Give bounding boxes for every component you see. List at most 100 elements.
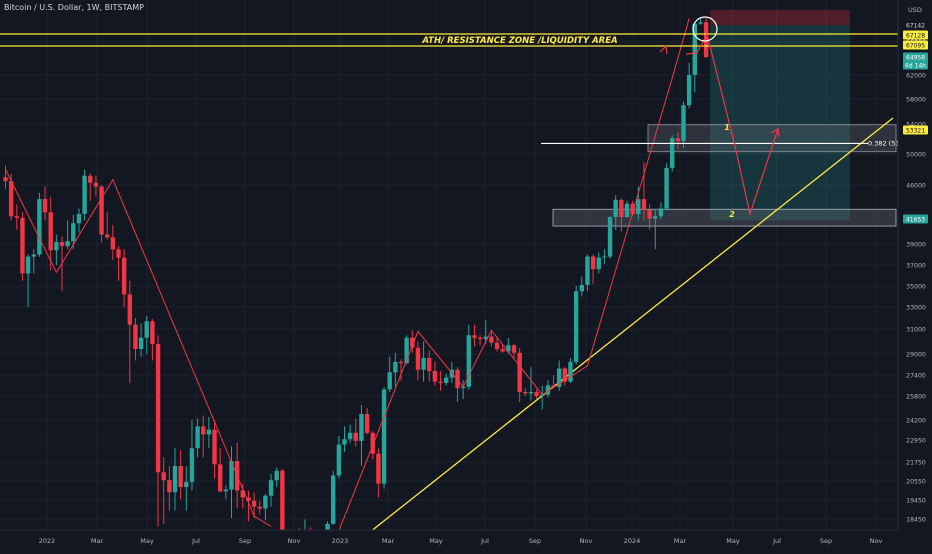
candle-body-115 [653,216,658,219]
candle-body-78 [444,377,449,383]
candle-body-86 [489,336,494,343]
candle-body-22 [127,294,132,325]
candle-body-113 [641,199,647,211]
candle-body-29 [167,480,172,493]
candle-body-44 [251,500,257,507]
candle-body-39 [223,489,229,492]
candle-body-28 [161,472,166,481]
price-badge-0 [903,20,928,30]
zone-1-label: 1 [724,123,730,132]
candle-body-73 [415,347,421,370]
candle-body-71 [404,337,409,364]
candle-body-70 [398,361,404,364]
candle-body-32 [184,481,189,488]
candle-body-11 [65,241,70,247]
candle-body-123 [698,22,703,24]
y-tick-label-5: 24200 [906,418,926,425]
candle-body-106 [602,256,607,258]
candle-body-120 [681,105,686,142]
x-tick-label-15: Jul [772,537,781,545]
candle-body-27 [155,344,161,473]
x-tick-label-8: May [429,537,443,545]
candle-body-97 [551,385,556,387]
candle-body-20 [116,249,121,258]
swing-arrow-head [659,44,668,55]
x-tick-label-13: Mar [674,537,687,545]
time-axis-panel [0,530,932,550]
candle-body-36 [206,429,212,435]
x-tick-label-17: Nov [870,537,883,545]
candle-body-24 [138,337,144,349]
candle-body-104 [590,256,596,270]
candle-body-65 [370,432,375,454]
candle-body-8 [48,212,53,251]
candle-body-122 [692,23,697,75]
candle-body-76 [432,371,438,382]
candle-body-69 [393,361,398,373]
y-tick-label-2: 20550 [906,479,926,486]
position-stop-area [710,10,850,26]
candle-body-108 [613,199,618,218]
y-tick-label-0: 18450 [906,517,926,524]
candle-body-112 [636,199,641,214]
candle-body-12 [71,223,76,242]
candle-body-58 [331,475,336,524]
candle-body-90 [511,345,517,353]
candle-body-57 [325,523,330,532]
candle-body-31 [178,465,183,488]
x-tick-label-0: 2022 [39,537,56,545]
x-tick-label-3: Jul [191,537,200,545]
x-tick-label-14: May [726,537,740,545]
candle-body-94 [534,392,539,396]
y-tick-label-7: 27400 [906,373,926,380]
x-tick-label-5: Nov [288,537,301,545]
candle-body-2 [14,216,19,218]
y-tick-label-15: 50000 [906,152,926,159]
candle-body-15 [88,175,93,183]
candle-body-105 [596,257,601,270]
candle-body-103 [585,256,590,285]
y-tick-label-4: 22950 [906,438,926,445]
candle-body-96 [545,385,551,395]
candle-body-49 [280,470,285,538]
candle-body-46 [263,495,268,509]
x-tick-label-6: 2023 [332,537,349,545]
y-tick-label-14: 46000 [906,183,926,190]
candle-body-64 [364,414,370,433]
candle-body-77 [438,381,443,383]
candle-body-67 [381,389,387,484]
candle-body-34 [195,426,200,449]
candle-body-37 [212,429,217,465]
candle-body-21 [121,257,127,295]
currency-label: USD [908,6,922,14]
candle-body-114 [647,210,652,219]
candle-body-25 [144,321,149,338]
candle-body-83 [472,335,477,338]
y-tick-label-16: 54000 [906,122,926,129]
candle-body-30 [172,465,178,493]
support-trendline [369,117,894,533]
candle-body-23 [133,324,138,349]
candle-body-92 [523,392,528,394]
candle-body-84 [477,337,483,339]
candle-body-116 [658,208,664,217]
candle-body-61 [347,432,353,440]
price-badge-label-6: 41653 [906,216,925,223]
fib-level-label: 0.382 (51411) [868,139,914,147]
candle-body-110 [624,203,630,218]
ath-target-circle [692,16,718,42]
zone-2-label: 2 [729,210,735,219]
y-tick-label-13: 39000 [906,242,926,249]
x-tick-label-12: 2024 [624,537,641,545]
zigzag-line-2022 [5,169,272,527]
projection-arrow-head [770,128,780,138]
candle-body-3 [20,217,25,274]
x-tick-label-4: Sep [239,537,251,545]
price-badge-6 [903,214,928,224]
candle-body-10 [59,242,65,247]
candle-body-7 [42,199,48,213]
candle-body-80 [455,369,460,389]
candle-body-5 [31,254,36,257]
